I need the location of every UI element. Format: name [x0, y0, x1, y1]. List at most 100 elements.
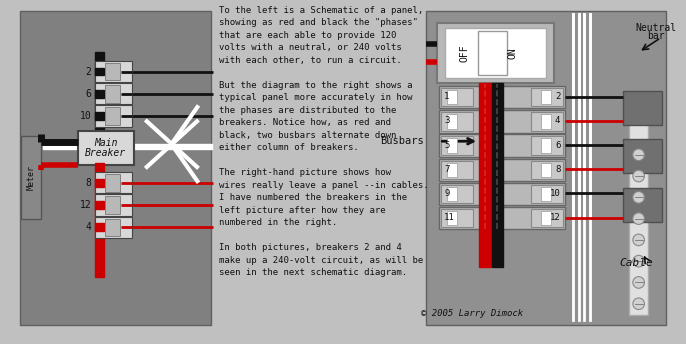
Text: ON: ON: [508, 47, 518, 59]
Bar: [531, 136, 563, 155]
Bar: [439, 183, 565, 205]
Bar: [105, 85, 120, 103]
Text: Neutral: Neutral: [635, 23, 676, 33]
Bar: [447, 211, 457, 225]
Bar: [95, 52, 104, 144]
Text: 2: 2: [555, 92, 560, 101]
Text: 4: 4: [85, 222, 91, 232]
Bar: [492, 83, 504, 267]
Bar: [531, 88, 563, 106]
Bar: [438, 23, 554, 83]
Bar: [629, 122, 648, 315]
Bar: [447, 114, 457, 129]
Text: © 2005 Larry Dimock: © 2005 Larry Dimock: [421, 309, 523, 318]
Text: 10: 10: [549, 189, 560, 198]
Circle shape: [633, 277, 644, 288]
Text: bar: bar: [647, 31, 665, 41]
Bar: [95, 83, 132, 105]
Bar: [95, 61, 132, 82]
Bar: [623, 188, 662, 222]
Bar: [95, 172, 132, 193]
Text: 9: 9: [445, 189, 449, 198]
Bar: [441, 185, 473, 203]
Text: OFF: OFF: [460, 44, 469, 62]
Text: 8: 8: [555, 165, 560, 174]
Bar: [623, 139, 662, 173]
Bar: [541, 211, 551, 225]
Text: 5: 5: [445, 141, 449, 150]
Bar: [447, 90, 457, 105]
Bar: [20, 11, 211, 325]
Bar: [447, 187, 457, 201]
Bar: [105, 107, 120, 125]
Bar: [105, 219, 120, 236]
Bar: [95, 194, 132, 216]
Bar: [447, 138, 457, 153]
Bar: [95, 179, 104, 187]
Bar: [95, 162, 104, 277]
Bar: [95, 201, 104, 209]
Bar: [439, 110, 565, 132]
Text: 7: 7: [445, 165, 449, 174]
Bar: [441, 112, 473, 131]
Bar: [541, 162, 551, 177]
Text: 2: 2: [85, 67, 91, 77]
Text: 10: 10: [80, 111, 91, 121]
Bar: [95, 90, 104, 98]
Text: Busbars: Busbars: [380, 136, 424, 146]
Bar: [439, 207, 565, 229]
Circle shape: [633, 170, 644, 182]
Text: 3: 3: [445, 116, 449, 126]
Text: 11: 11: [445, 213, 455, 222]
Bar: [78, 131, 134, 165]
Bar: [531, 209, 563, 227]
Circle shape: [633, 149, 644, 161]
Bar: [531, 161, 563, 179]
Text: 4: 4: [555, 116, 560, 126]
Bar: [531, 185, 563, 203]
Bar: [21, 136, 41, 219]
Circle shape: [633, 234, 644, 246]
Bar: [95, 224, 104, 231]
Bar: [531, 112, 563, 131]
Text: 1: 1: [445, 92, 449, 101]
Circle shape: [633, 213, 644, 224]
Bar: [426, 11, 665, 325]
Bar: [105, 63, 120, 80]
Bar: [479, 83, 490, 267]
Bar: [439, 159, 565, 181]
Bar: [439, 86, 565, 108]
Bar: [445, 28, 546, 78]
Bar: [441, 161, 473, 179]
Bar: [541, 187, 551, 201]
Bar: [623, 91, 662, 125]
Bar: [441, 136, 473, 155]
Bar: [541, 138, 551, 153]
Bar: [447, 162, 457, 177]
Text: Main: Main: [94, 138, 117, 148]
Bar: [541, 90, 551, 105]
Bar: [43, 144, 212, 149]
Bar: [439, 135, 565, 157]
Text: 12: 12: [80, 200, 91, 210]
Bar: [441, 209, 473, 227]
Circle shape: [633, 255, 644, 267]
Bar: [478, 31, 507, 75]
Bar: [95, 106, 132, 127]
Text: 6: 6: [85, 89, 91, 99]
Bar: [441, 88, 473, 106]
Text: Breaker: Breaker: [85, 148, 126, 158]
Bar: [541, 114, 551, 129]
Text: To the left is a Schematic of a panel,
showing as red and black the "phases"
tha: To the left is a Schematic of a panel, s…: [219, 6, 429, 277]
Text: 12: 12: [549, 213, 560, 222]
Circle shape: [633, 192, 644, 203]
Bar: [95, 68, 104, 75]
Text: Cable: Cable: [620, 258, 654, 268]
Bar: [95, 112, 104, 120]
Text: Meter: Meter: [27, 165, 36, 191]
Text: 6: 6: [555, 141, 560, 150]
Bar: [105, 174, 120, 192]
Bar: [105, 196, 120, 214]
Text: 8: 8: [85, 178, 91, 188]
Circle shape: [633, 298, 644, 310]
